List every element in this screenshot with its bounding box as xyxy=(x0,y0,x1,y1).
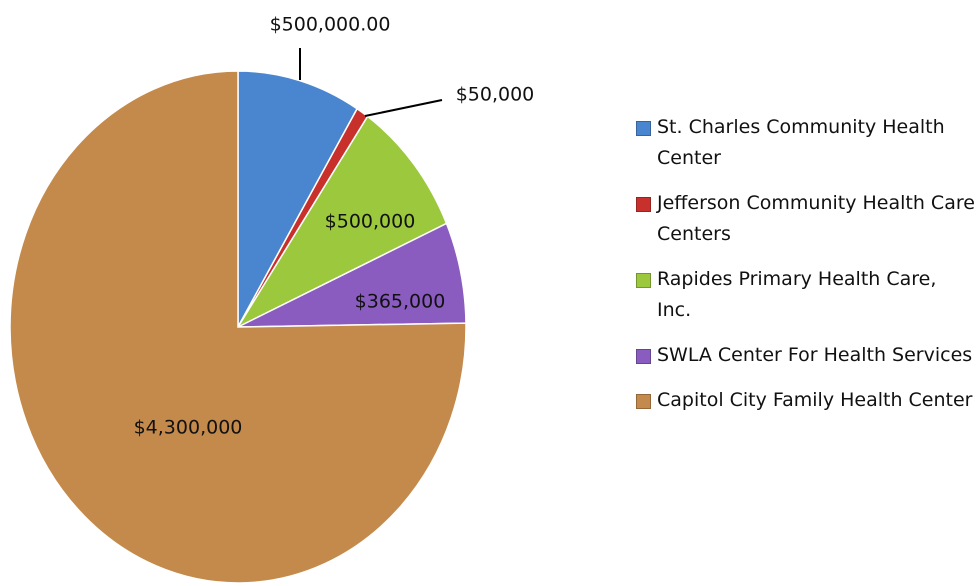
legend-item: Jefferson Community Health Care Centers xyxy=(636,188,976,250)
leader-line xyxy=(364,99,443,117)
legend-item: SWLA Center For Health Services xyxy=(636,340,976,371)
legend-item: St. Charles Community Health Center xyxy=(636,112,976,174)
data-label: $50,000 xyxy=(456,84,535,106)
legend-swatch xyxy=(636,394,651,409)
data-label: $4,300,000 xyxy=(134,417,243,439)
pie-slice xyxy=(9,70,467,584)
pie-slice xyxy=(237,70,359,328)
legend-item: Rapides Primary Health Care, Inc. xyxy=(636,264,976,326)
data-label: $500,000 xyxy=(325,211,416,233)
legend: St. Charles Community Health Center Jeffe… xyxy=(636,112,976,430)
legend-label: Capitol City Family Health Center xyxy=(657,389,973,411)
legend-label: SWLA Center For Health Services xyxy=(657,344,973,366)
legend-swatch xyxy=(636,197,651,212)
pie-slice xyxy=(235,115,448,329)
legend-swatch xyxy=(636,273,651,288)
legend-item: Capitol City Family Health Center xyxy=(636,385,976,416)
legend-label: Rapides Primary Health Care, Inc. xyxy=(657,268,937,321)
legend-swatch xyxy=(636,349,651,364)
legend-swatch xyxy=(636,121,651,136)
legend-label: St. Charles Community Health Center xyxy=(657,116,945,169)
data-label: $500,000.00 xyxy=(270,14,391,36)
data-label: $365,000 xyxy=(355,291,446,313)
legend-label: Jefferson Community Health Care Centers xyxy=(657,192,975,245)
